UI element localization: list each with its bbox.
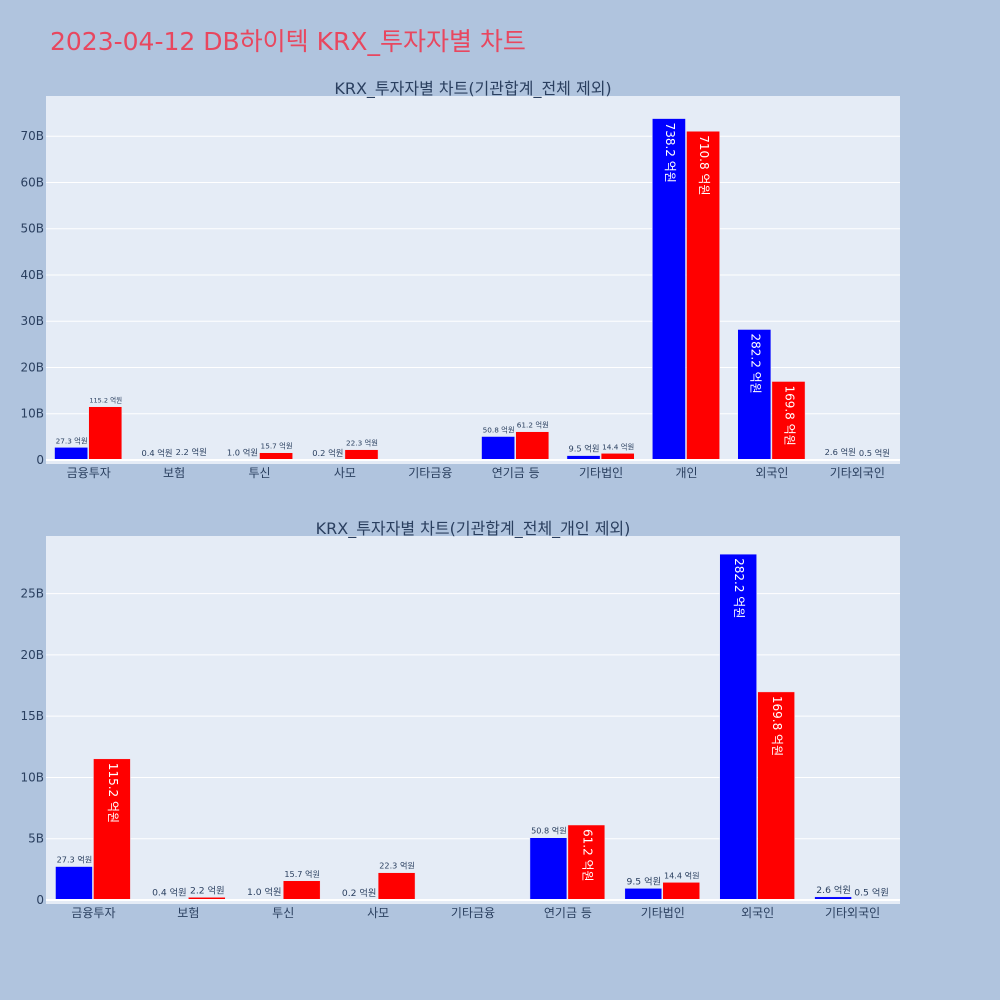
bar-red [515, 431, 550, 461]
x-tick-label: 보험 [177, 906, 199, 920]
bar-blue [719, 553, 757, 901]
bar-red [771, 381, 806, 461]
y-tick-label: 10B [20, 407, 44, 421]
data-label: 27.3 억원 [56, 436, 88, 445]
x-tick-label: 사모 [367, 906, 389, 920]
x-tick-label: 외국인 [741, 906, 774, 920]
x-tick-label: 기타금융 [451, 906, 495, 920]
x-tick-label: 기타외국인 [830, 466, 885, 480]
bar-red [93, 758, 131, 901]
x-tick-label: 기타법인 [641, 906, 685, 920]
y-tick-label: 10B [20, 770, 44, 784]
y-tick-label: 50B [20, 222, 44, 236]
chart-title: KRX_투자자별 차트(기관합계_전체 제외) [334, 79, 611, 99]
bar-red [567, 824, 606, 901]
y-tick-label: 20B [20, 360, 44, 374]
bar-red [757, 691, 795, 901]
x-tick-label: 금융투자 [71, 906, 115, 920]
data-label: 0.5 억원 [854, 886, 889, 898]
data-label: 2.2 억원 [176, 447, 207, 457]
x-tick-label: 개인 [675, 466, 697, 480]
bar-blue [54, 447, 88, 461]
bar-red [282, 880, 321, 901]
data-label: 61.2 억원 [580, 829, 594, 882]
y-tick-label: 40B [20, 268, 44, 282]
data-label: 282.2 억원 [732, 558, 746, 618]
data-label: 22.3 억원 [379, 861, 415, 871]
chart-title: KRX_투자자별 차트(기관합계_전체_개인 제외) [316, 519, 631, 539]
data-label: 169.8 억원 [782, 385, 796, 445]
bar-red [259, 452, 293, 461]
bar-blue [529, 837, 568, 901]
y-tick-label: 15B [20, 709, 44, 723]
bar-red [686, 130, 720, 461]
data-label: 50.8 억원 [483, 426, 515, 435]
x-tick-label: 사모 [334, 466, 356, 480]
data-label: 1.0 억원 [227, 448, 258, 458]
x-tick-label: 연기금 등 [492, 466, 540, 480]
data-label: 115.2 억원 [89, 396, 122, 405]
data-label: 115.2 억원 [106, 763, 120, 823]
data-label: 2.6 억원 [816, 884, 851, 896]
bar-blue [737, 329, 772, 461]
data-label: 0.2 억원 [342, 887, 377, 899]
page-title: 2023-04-12 DB하이텍 KRX_투자자별 차트 [50, 27, 526, 56]
x-tick-label: 기타법인 [579, 466, 623, 480]
x-tick-label: 외국인 [755, 466, 788, 480]
bar-red [88, 406, 123, 461]
data-label: 0.4 억원 [141, 448, 172, 458]
data-label: 9.5 억원 [568, 444, 599, 454]
x-tick-label: 금융투자 [67, 466, 111, 480]
data-label: 9.5 억원 [627, 875, 662, 887]
data-label: 22.3 억원 [346, 439, 378, 448]
bar-blue [652, 118, 686, 461]
y-tick-label: 20B [20, 648, 44, 662]
data-label: 14.4 억원 [664, 870, 700, 880]
data-label: 2.2 억원 [190, 884, 225, 896]
y-tick-label: 0 [36, 453, 44, 467]
data-label: 710.8 억원 [697, 135, 711, 195]
bar-red [662, 882, 700, 901]
data-label: 0.4 억원 [152, 887, 187, 899]
y-tick-label: 0 [36, 893, 44, 907]
data-label: 738.2 억원 [663, 123, 677, 183]
data-label: 50.8 억원 [531, 826, 567, 836]
bar-red [377, 872, 416, 901]
y-tick-label: 30B [20, 314, 44, 328]
x-tick-label: 기타외국인 [825, 906, 880, 920]
bar-red [344, 449, 379, 461]
chart-2: KRX_투자자별 차트(기관합계_전체_개인 제외) 0 5B 10B 15B 20B 25… [20, 519, 900, 920]
data-label: 1.0 억원 [247, 886, 282, 898]
data-label: 15.7 억원 [261, 442, 293, 451]
data-label: 27.3 억원 [57, 855, 93, 865]
y-tick-label: 25B [20, 587, 44, 601]
x-tick-label: 연기금 등 [544, 906, 592, 920]
x-tick-label: 기타금융 [408, 466, 452, 480]
data-label: 0.2 억원 [312, 448, 343, 458]
data-label: 61.2 억원 [517, 421, 549, 430]
y-tick-label: 5B [28, 832, 44, 846]
data-label: 169.8 억원 [770, 696, 784, 756]
y-tick-label: 70B [20, 129, 44, 143]
x-tick-label: 투신 [248, 466, 270, 480]
data-label: 282.2 억원 [748, 333, 762, 393]
chart-1: KRX_투자자별 차트(기관합계_전체 제외) 0 10B 20B 30B 40B 50B 6… [20, 79, 900, 480]
bar-blue [481, 436, 515, 461]
x-tick-label: 투신 [272, 906, 294, 920]
bar-blue [624, 888, 663, 901]
data-label: 15.7 억원 [284, 869, 320, 879]
x-tick-label: 보험 [163, 466, 185, 480]
data-label: 14.4 억원 [602, 442, 634, 451]
bar-blue [55, 866, 93, 901]
data-label: 0.5 억원 [859, 448, 890, 458]
y-tick-label: 60B [20, 175, 44, 189]
data-label: 2.6 억원 [825, 447, 856, 457]
